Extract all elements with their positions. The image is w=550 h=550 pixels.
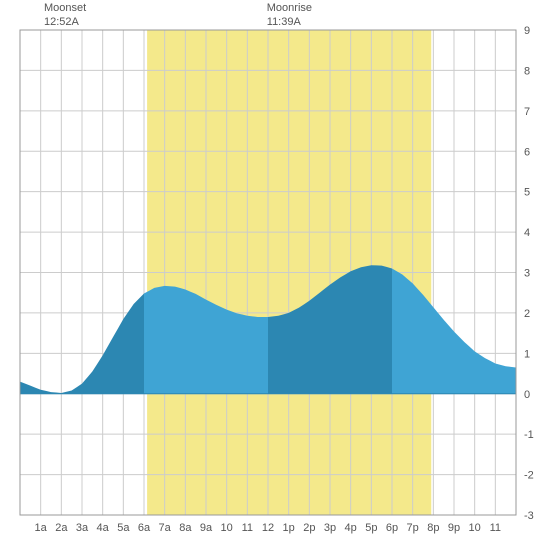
svg-text:2p: 2p xyxy=(303,522,315,534)
svg-text:4a: 4a xyxy=(97,522,110,534)
moonrise-label: Moonrise 11:39A xyxy=(267,2,312,30)
moonrise-time: 11:39A xyxy=(267,16,301,28)
svg-text:11: 11 xyxy=(490,522,501,534)
svg-text:0: 0 xyxy=(524,389,530,401)
svg-text:6: 6 xyxy=(524,146,530,158)
svg-text:8a: 8a xyxy=(179,522,192,534)
svg-text:-1: -1 xyxy=(524,429,534,441)
svg-text:12: 12 xyxy=(262,522,274,534)
svg-text:3: 3 xyxy=(524,268,530,280)
svg-text:1: 1 xyxy=(524,348,530,360)
moonset-title: Moonset xyxy=(44,2,86,14)
moonset-label: Moonset 12:52A xyxy=(44,2,86,30)
svg-text:5: 5 xyxy=(524,187,530,199)
svg-text:-3: -3 xyxy=(524,510,534,522)
svg-text:3a: 3a xyxy=(76,522,89,534)
moonrise-title: Moonrise xyxy=(267,2,312,14)
moonset-time: 12:52A xyxy=(44,16,79,28)
svg-text:5a: 5a xyxy=(117,522,130,534)
svg-text:8: 8 xyxy=(524,65,530,77)
svg-text:9: 9 xyxy=(524,25,530,37)
svg-text:11: 11 xyxy=(242,522,253,534)
svg-text:7a: 7a xyxy=(159,522,172,534)
plot-area: -3-2-101234567891a2a3a4a5a6a7a8a9a101112… xyxy=(20,25,534,534)
svg-text:10: 10 xyxy=(221,522,233,534)
svg-text:7p: 7p xyxy=(407,522,419,534)
svg-text:9a: 9a xyxy=(200,522,213,534)
svg-text:8p: 8p xyxy=(427,522,439,534)
svg-text:6a: 6a xyxy=(138,522,151,534)
svg-text:-2: -2 xyxy=(524,470,534,482)
svg-text:4: 4 xyxy=(524,227,530,239)
svg-text:5p: 5p xyxy=(365,522,377,534)
chart-svg: -3-2-101234567891a2a3a4a5a6a7a8a9a101112… xyxy=(0,0,550,550)
svg-text:1p: 1p xyxy=(283,522,295,534)
svg-text:1a: 1a xyxy=(35,522,48,534)
svg-text:10: 10 xyxy=(469,522,481,534)
svg-text:6p: 6p xyxy=(386,522,398,534)
svg-text:2a: 2a xyxy=(55,522,68,534)
svg-text:7: 7 xyxy=(524,106,530,118)
svg-text:2: 2 xyxy=(524,308,530,320)
svg-text:4p: 4p xyxy=(345,522,357,534)
tide-chart: Moonset 12:52A Moonrise 11:39A -3-2-1012… xyxy=(0,0,550,550)
svg-text:9p: 9p xyxy=(448,522,460,534)
svg-text:3p: 3p xyxy=(324,522,336,534)
